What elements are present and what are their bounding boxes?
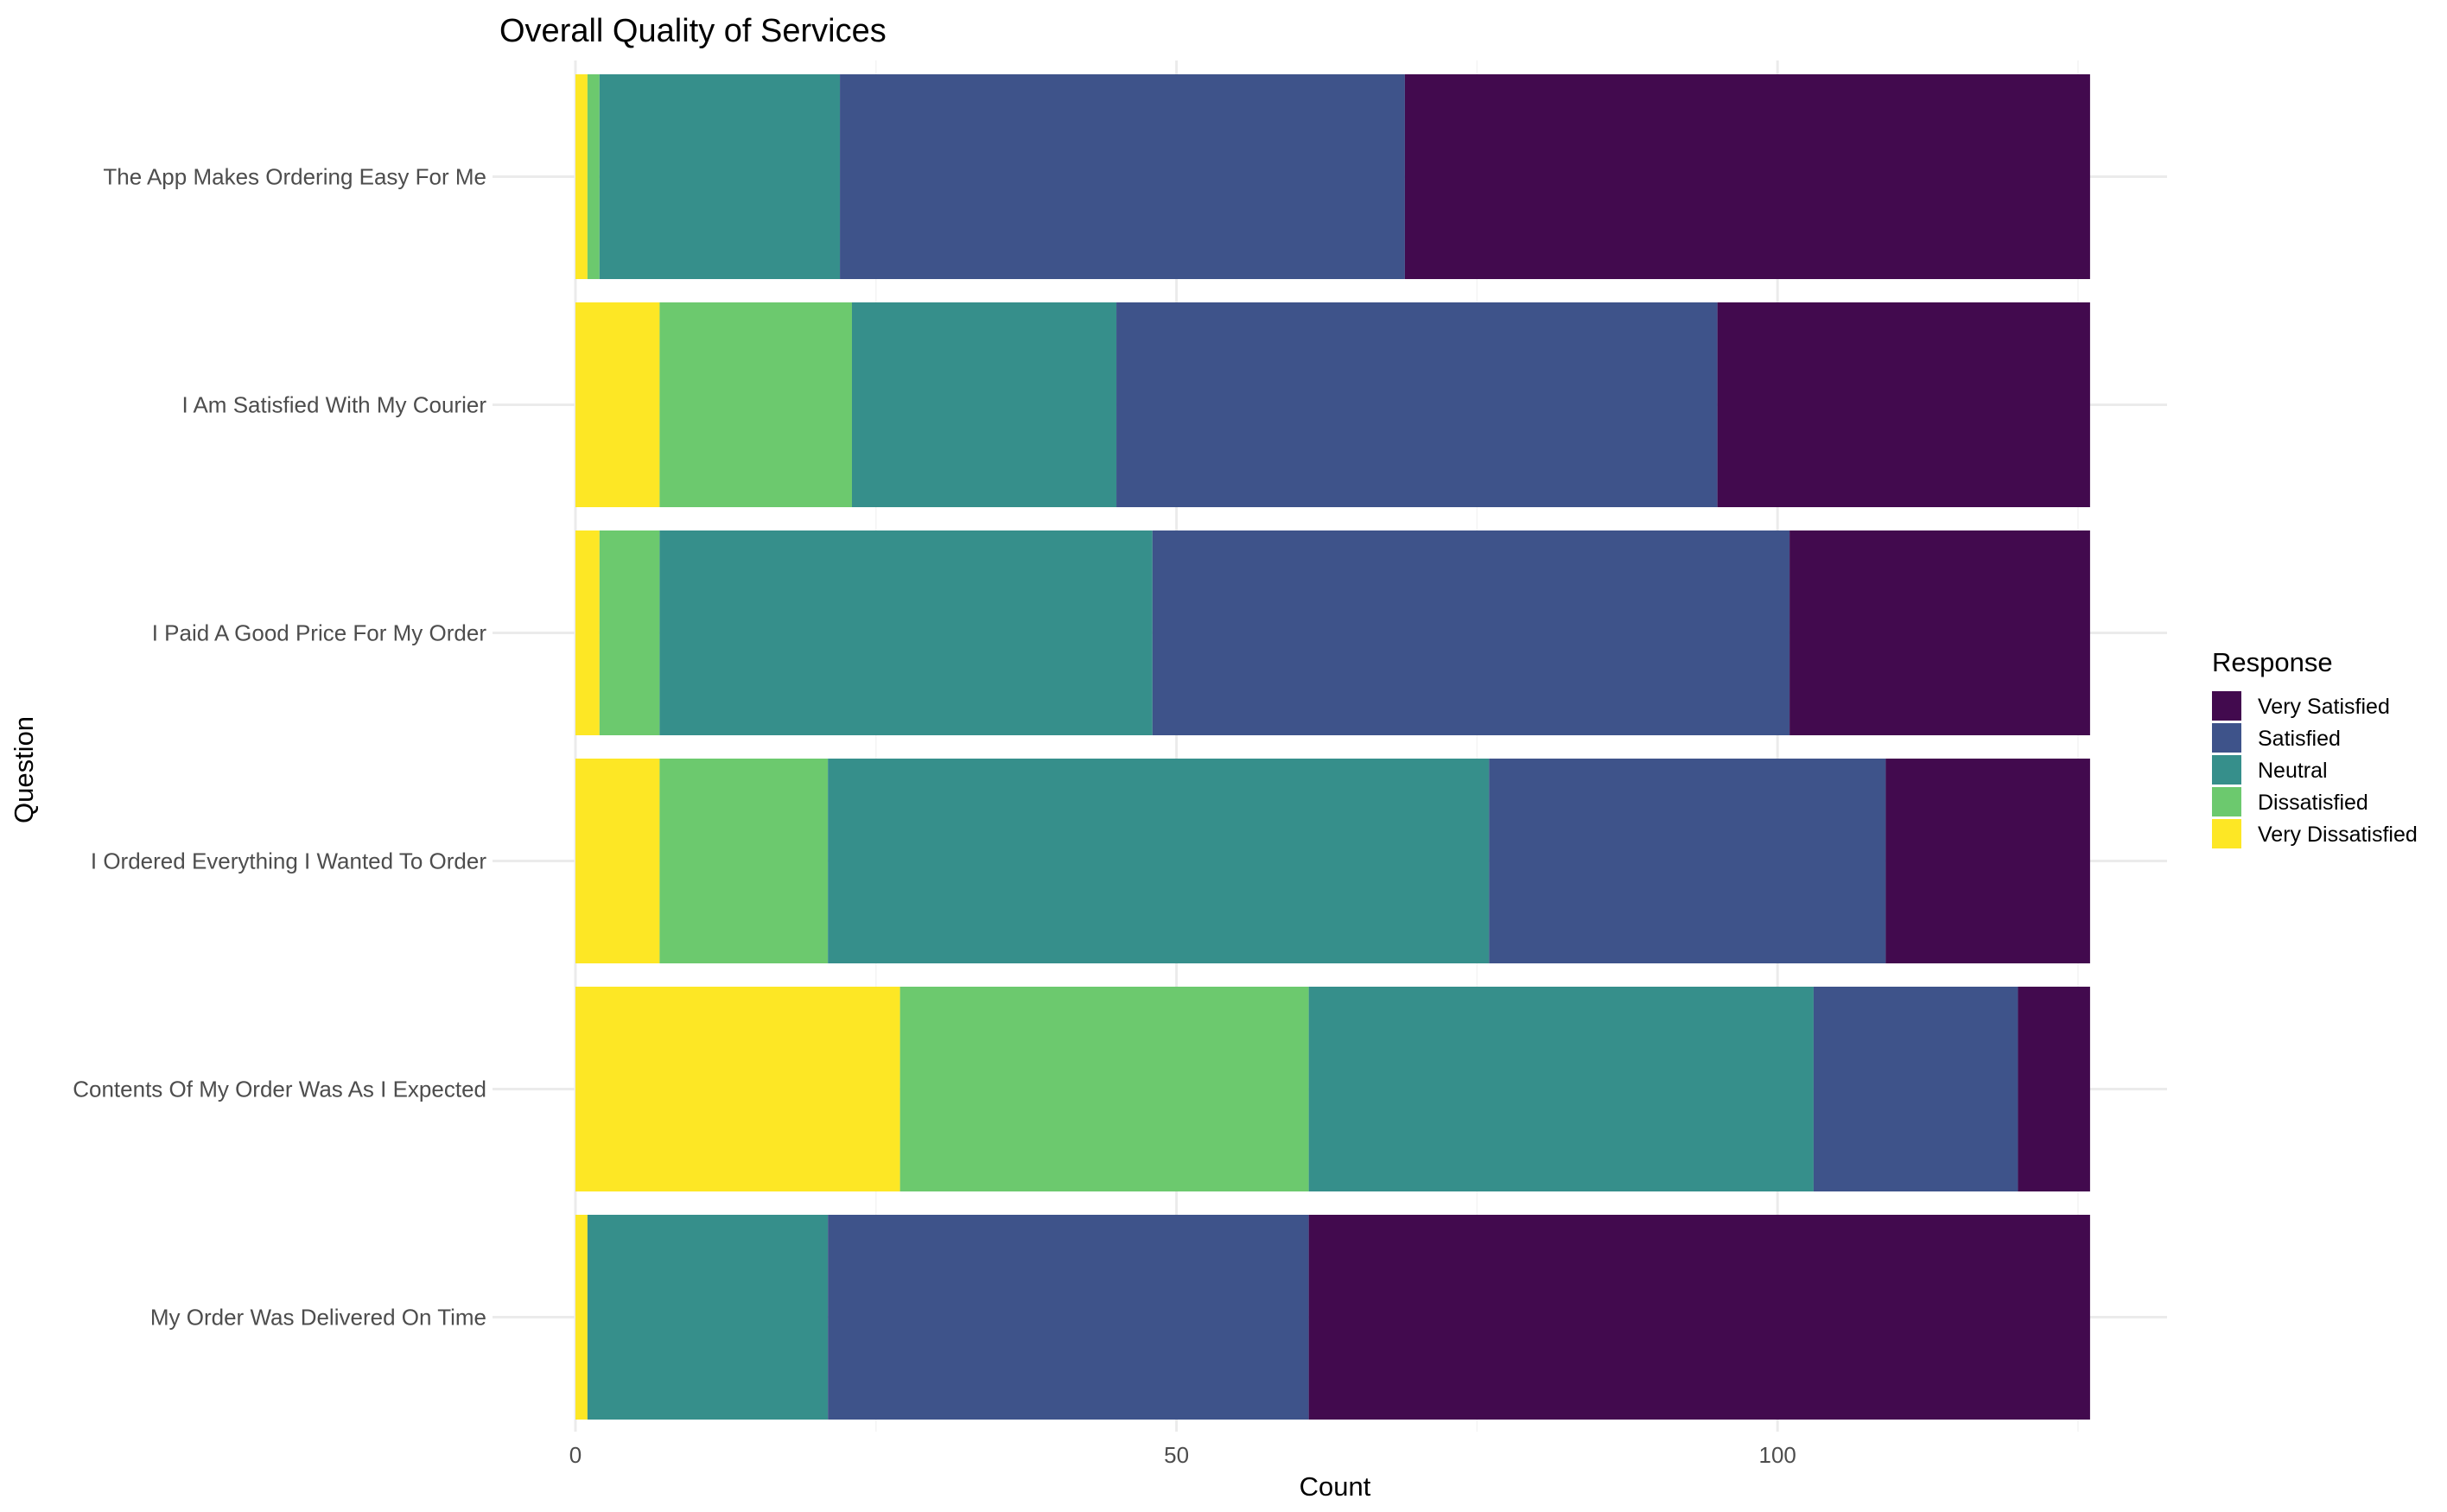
bar-1-very-dissatisfied bbox=[575, 302, 660, 507]
bar-4-neutral bbox=[1308, 987, 1814, 1191]
bar-0-very-dissatisfied bbox=[575, 74, 588, 279]
y-axis-title: Question bbox=[9, 716, 39, 823]
bar-2-very-dissatisfied bbox=[575, 530, 600, 735]
y-tick-label-3: I Ordered Everything I Wanted To Order bbox=[91, 848, 486, 874]
bar-5-satisfied bbox=[828, 1215, 1309, 1420]
y-tick-label-0: The App Makes Ordering Easy For Me bbox=[103, 164, 486, 190]
x-tick-label-1: 50 bbox=[1164, 1442, 1189, 1468]
bar-2-neutral bbox=[659, 530, 1153, 735]
bar-2-very-satisfied bbox=[1789, 530, 2090, 735]
bar-5-neutral bbox=[587, 1215, 829, 1420]
legend-key-dissatisfied bbox=[2212, 787, 2241, 816]
bar-2-satisfied bbox=[1152, 530, 1790, 735]
bar-4-very-dissatisfied bbox=[575, 987, 900, 1191]
bar-5-very-satisfied bbox=[1308, 1215, 2090, 1420]
bar-3-satisfied bbox=[1489, 759, 1886, 963]
bar-4-satisfied bbox=[1813, 987, 2018, 1191]
bar-3-neutral bbox=[828, 759, 1490, 963]
bar-1-very-satisfied bbox=[1717, 302, 2090, 507]
x-axis-title: Count bbox=[1300, 1471, 1371, 1502]
legend-label-very-satisfied: Very Satisfied bbox=[2258, 695, 2390, 719]
x-tick-label-0: 0 bbox=[569, 1442, 582, 1468]
bars-layer bbox=[575, 74, 2090, 1420]
bar-3-very-dissatisfied bbox=[575, 759, 660, 963]
bar-0-neutral bbox=[599, 74, 841, 279]
legend-items: Very Satisfied Satisfied Neutral Dissatisfi… bbox=[2212, 691, 2418, 848]
x-tick-label-2: 100 bbox=[1759, 1442, 1796, 1468]
legend-key-neutral bbox=[2212, 755, 2241, 785]
bar-2-dissatisfied bbox=[599, 530, 660, 735]
y-tick-label-5: My Order Was Delivered On Time bbox=[150, 1305, 486, 1331]
legend-label-very-dissatisfied: Very Dissatisfied bbox=[2258, 823, 2418, 847]
legend-key-very-satisfied bbox=[2212, 691, 2241, 721]
bar-4-dissatisfied bbox=[899, 987, 1309, 1191]
legend-key-satisfied bbox=[2212, 723, 2241, 753]
chart-title: Overall Quality of Services bbox=[499, 13, 887, 49]
bar-0-dissatisfied bbox=[587, 74, 600, 279]
legend-label-neutral: Neutral bbox=[2258, 759, 2328, 783]
y-tick-label-2: I Paid A Good Price For My Order bbox=[152, 620, 487, 646]
bar-1-dissatisfied bbox=[659, 302, 852, 507]
legend: Response Very Satisfied Satisfied Neutral D… bbox=[2212, 647, 2418, 848]
bar-0-very-satisfied bbox=[1404, 74, 2090, 279]
y-tick-label-1: I Am Satisfied With My Courier bbox=[181, 392, 486, 418]
legend-label-satisfied: Satisfied bbox=[2258, 727, 2341, 751]
legend-label-dissatisfied: Dissatisfied bbox=[2258, 791, 2368, 815]
bar-1-neutral bbox=[851, 302, 1117, 507]
legend-title: Response bbox=[2212, 647, 2333, 677]
bar-5-very-dissatisfied bbox=[575, 1215, 588, 1420]
bar-0-satisfied bbox=[840, 74, 1405, 279]
y-tick-label-4: Contents Of My Order Was As I Expected bbox=[73, 1077, 486, 1102]
axis-layer: The App Makes Ordering Easy For Me I Am S… bbox=[73, 164, 1796, 1469]
legend-key-very-dissatisfied bbox=[2212, 819, 2241, 848]
bar-3-dissatisfied bbox=[659, 759, 829, 963]
bar-4-very-satisfied bbox=[2018, 987, 2090, 1191]
bar-3-very-satisfied bbox=[1885, 759, 2090, 963]
bar-1-satisfied bbox=[1116, 302, 1718, 507]
